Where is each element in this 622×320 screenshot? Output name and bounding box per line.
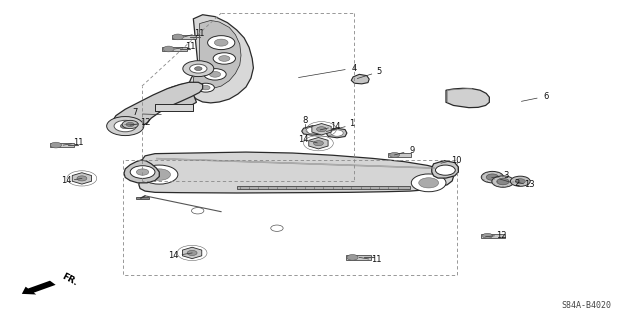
Circle shape bbox=[197, 83, 215, 92]
Polygon shape bbox=[446, 88, 490, 108]
Polygon shape bbox=[302, 126, 322, 135]
Circle shape bbox=[210, 71, 221, 77]
Circle shape bbox=[192, 208, 204, 214]
Circle shape bbox=[389, 152, 399, 157]
Circle shape bbox=[483, 233, 493, 238]
Bar bbox=[346, 255, 371, 260]
Text: 14: 14 bbox=[298, 135, 308, 144]
Circle shape bbox=[130, 166, 155, 178]
Text: 11: 11 bbox=[73, 138, 84, 147]
Text: 2: 2 bbox=[514, 179, 519, 188]
Circle shape bbox=[208, 36, 235, 50]
Polygon shape bbox=[327, 128, 347, 138]
Circle shape bbox=[419, 178, 439, 188]
Circle shape bbox=[213, 53, 236, 64]
Circle shape bbox=[347, 254, 358, 260]
Circle shape bbox=[486, 174, 499, 180]
Circle shape bbox=[271, 225, 283, 231]
Text: 12: 12 bbox=[141, 118, 151, 127]
Text: 11: 11 bbox=[371, 255, 381, 264]
Bar bbox=[162, 47, 187, 51]
Circle shape bbox=[331, 130, 343, 136]
Circle shape bbox=[120, 124, 130, 129]
Circle shape bbox=[204, 69, 226, 80]
Polygon shape bbox=[189, 15, 253, 103]
Circle shape bbox=[313, 141, 323, 146]
Circle shape bbox=[114, 120, 136, 132]
Text: 14: 14 bbox=[61, 176, 72, 185]
Circle shape bbox=[202, 85, 210, 90]
Polygon shape bbox=[159, 83, 197, 105]
Polygon shape bbox=[193, 20, 241, 89]
Circle shape bbox=[141, 165, 178, 184]
Text: 12: 12 bbox=[496, 231, 507, 240]
Circle shape bbox=[481, 172, 504, 183]
Circle shape bbox=[195, 67, 202, 70]
Circle shape bbox=[187, 251, 197, 255]
Circle shape bbox=[497, 178, 509, 185]
Circle shape bbox=[122, 120, 138, 129]
Polygon shape bbox=[351, 74, 369, 84]
Bar bbox=[155, 105, 193, 111]
Circle shape bbox=[77, 176, 87, 181]
Circle shape bbox=[183, 61, 214, 76]
Bar bbox=[50, 143, 75, 147]
Circle shape bbox=[172, 34, 183, 40]
Text: 7: 7 bbox=[132, 108, 137, 117]
Text: 14: 14 bbox=[330, 122, 341, 131]
Polygon shape bbox=[237, 186, 410, 189]
Circle shape bbox=[163, 46, 174, 52]
Circle shape bbox=[219, 56, 230, 61]
Circle shape bbox=[511, 176, 530, 186]
Text: 11: 11 bbox=[185, 42, 195, 51]
Polygon shape bbox=[139, 152, 453, 193]
Circle shape bbox=[190, 64, 207, 73]
Text: FR.: FR. bbox=[60, 272, 79, 288]
Bar bbox=[172, 35, 197, 39]
Bar bbox=[481, 234, 505, 238]
Text: 14: 14 bbox=[169, 251, 179, 260]
Circle shape bbox=[435, 165, 455, 175]
Bar bbox=[388, 153, 411, 157]
Text: 6: 6 bbox=[544, 92, 549, 101]
Circle shape bbox=[148, 169, 170, 180]
Circle shape bbox=[215, 39, 228, 46]
Text: 8: 8 bbox=[302, 116, 307, 125]
Circle shape bbox=[306, 127, 318, 134]
Text: S84A-B4020: S84A-B4020 bbox=[561, 301, 611, 310]
Text: 11: 11 bbox=[194, 28, 205, 38]
Circle shape bbox=[106, 116, 144, 136]
Polygon shape bbox=[432, 161, 458, 178]
Text: 4: 4 bbox=[351, 63, 357, 73]
Circle shape bbox=[516, 179, 525, 184]
Polygon shape bbox=[124, 160, 159, 183]
Circle shape bbox=[50, 142, 62, 148]
Circle shape bbox=[411, 174, 446, 192]
FancyArrow shape bbox=[22, 281, 55, 294]
Circle shape bbox=[126, 123, 134, 126]
Bar bbox=[136, 197, 149, 199]
Text: 5: 5 bbox=[376, 67, 382, 76]
Text: 9: 9 bbox=[409, 146, 414, 155]
Text: 3: 3 bbox=[503, 171, 509, 180]
Polygon shape bbox=[113, 82, 203, 130]
Circle shape bbox=[136, 169, 149, 175]
Circle shape bbox=[317, 127, 327, 132]
Circle shape bbox=[492, 176, 514, 187]
Text: 1: 1 bbox=[348, 119, 354, 128]
Text: 10: 10 bbox=[451, 156, 461, 164]
Text: 13: 13 bbox=[524, 180, 535, 189]
